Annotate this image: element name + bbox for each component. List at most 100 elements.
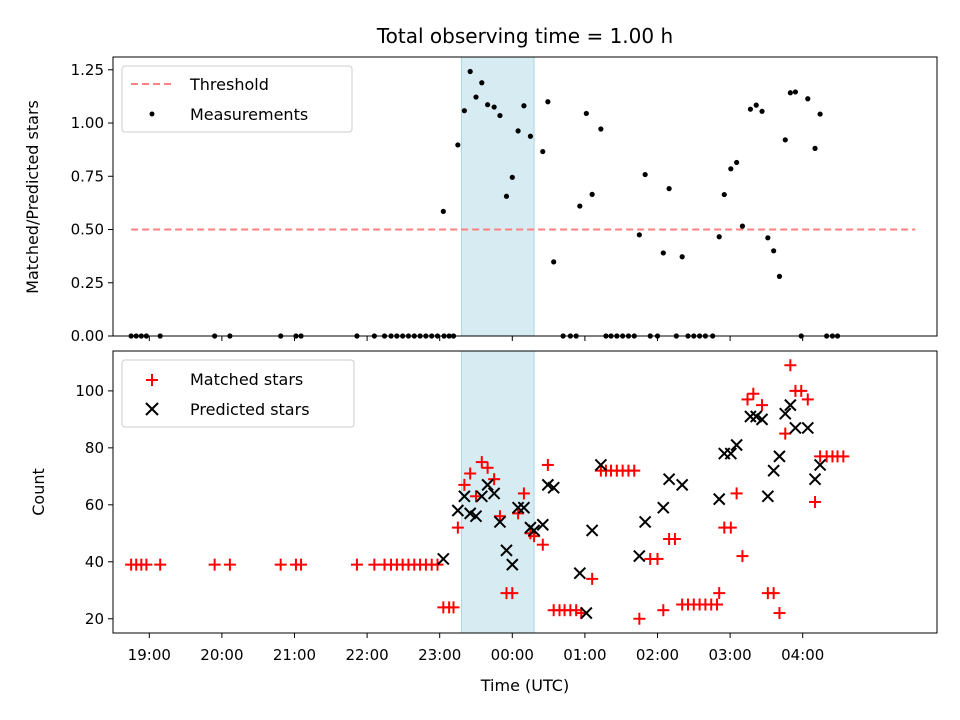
top-y-tick-label: 0.25 [71,274,104,292]
predicted-star-marker [506,558,519,571]
measurement-point [734,159,740,166]
legend-threshold-label: Threshold [189,75,269,94]
measurement-point [666,186,672,192]
predicted-star-marker [633,549,646,563]
matched-star-marker [140,558,153,571]
matched-star-marker [657,604,670,617]
measurement-point [642,171,648,178]
matched-star-marker [464,467,477,480]
predicted-star-marker [712,492,726,506]
x-axis-label: Time (UTC) [480,676,569,695]
predicted-star-marker [469,510,483,523]
measurement-point [812,145,818,151]
x-tick-label: 02:00 [636,646,679,664]
top-highlight-span [460,56,535,337]
top-y-tick-label: 1.00 [71,114,104,132]
measurement-point [660,250,666,256]
predicted-star-marker [585,524,599,537]
predicted-star-marker [675,478,689,492]
legend-matched-swatch [146,374,158,386]
matched-star-marker [536,538,549,551]
matched-star-marker [506,587,519,600]
predicted-star-marker [517,501,531,514]
matched-star-marker [458,478,471,491]
measurement-point [485,102,491,108]
measurement-point [479,80,485,86]
measurement-point [491,104,497,110]
matched-star-marker [493,510,506,523]
measurement-point [728,166,734,172]
predicted-star-marker [789,421,802,435]
predicted-star-marker [500,544,513,557]
matched-star-marker [570,604,583,617]
predicted-star-marker [730,438,743,452]
measurement-point [759,108,765,114]
top-legend: Threshold Measurements [121,65,353,133]
bottom-y-tick-label: 60 [85,496,104,514]
x-tick-label: 23:00 [418,646,461,664]
predicted-star-marker [437,552,450,566]
measurement-point [551,259,557,265]
predicted-star-marker [744,410,757,423]
predicted-star-marker [536,518,549,531]
matched-star-marker [541,458,554,471]
matched-star-marker [741,393,754,406]
matched-star-marker [801,393,814,406]
predicted-star-marker [475,490,489,503]
measurement-point [782,137,788,143]
matched-star-marker [586,572,599,585]
measurement-point [527,133,534,139]
top-panel: 0.00 0.25 0.50 0.75 1.00 1.25 Matched/Predict… [23,56,938,345]
matched-star-marker [350,558,363,571]
predicted-star-marker [662,472,676,486]
matched-star-marker [651,552,664,565]
x-tick-label: 19:00 [128,646,171,664]
bottom-highlight-span [460,350,535,634]
bottom-legend: Matched stars Predicted stars [121,359,355,428]
bottom-panel: 20 40 60 80 100 19:00 20:00 21:00 22:00 23:00 00:0… [29,350,938,664]
predicted-star-marker [481,478,494,492]
measurement-point [515,128,521,134]
predicted-star-marker [451,504,465,517]
measurement-point [467,68,473,75]
measurement-point [679,254,685,260]
measurement-point [473,94,479,100]
matched-star-marker [756,399,769,412]
matched-star-marker [711,598,724,611]
matched-star-marker [431,558,444,571]
matched-star-marker [668,533,681,545]
matched-star-marker [809,495,822,508]
x-tick-label: 03:00 [708,646,751,664]
chart-title: Total observing time = 1.00 h [376,24,673,48]
measurement-point [765,235,771,241]
predicted-star-marker [511,501,525,514]
matched-star-marker [451,521,464,534]
top-y-tick-label: 0.00 [71,327,104,345]
measurement-point [521,103,527,109]
bottom-y-tick-label: 100 [75,382,104,400]
measurement-point [583,110,589,117]
x-tick-label: 04:00 [781,646,824,664]
predicted-star-marker [493,515,507,529]
predicted-star-marker [580,606,593,620]
matched-star-marker [475,456,488,469]
predicted-star-marker [784,398,797,412]
matched-star-marker [713,587,726,600]
legend-measurements-swatch [149,111,155,117]
top-y-tick-label: 0.50 [71,221,104,239]
predicted-star-marker [801,421,814,435]
matched-star-marker [154,558,167,571]
measurement-point [771,248,777,254]
matched-star-marker [295,558,308,571]
measurement-point [776,273,783,279]
predicted-star-marker [724,447,738,460]
bottom-y-tick-label: 20 [85,610,104,628]
matched-star-marker [447,601,460,614]
bottom-y-tick-label: 80 [85,439,104,457]
predicted-star-marker [458,490,471,503]
top-y-tick-label: 0.75 [71,167,104,185]
x-tick-label: 20:00 [200,646,243,664]
x-tick-label: 01:00 [563,646,606,664]
matched-star-marker [628,464,641,477]
